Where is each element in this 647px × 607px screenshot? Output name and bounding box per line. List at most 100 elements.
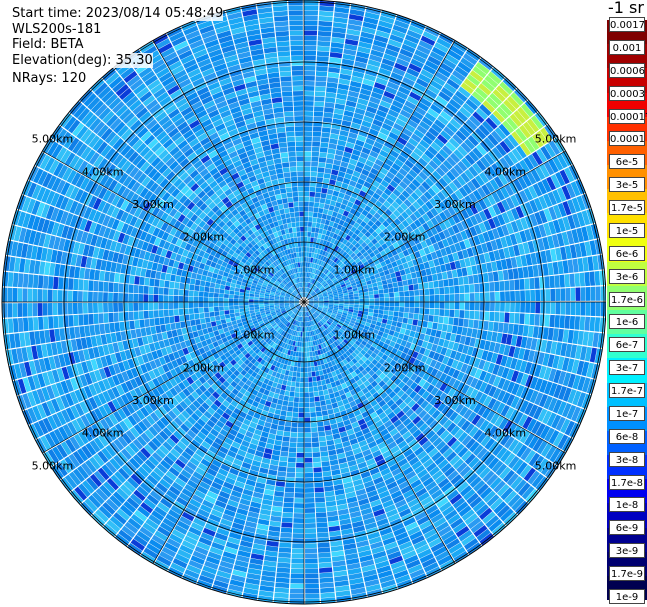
ray-bin bbox=[304, 262, 306, 267]
ray-bin bbox=[304, 40, 317, 46]
ray-bin bbox=[304, 427, 311, 433]
ray-bin bbox=[281, 446, 289, 452]
ray-bin bbox=[329, 392, 335, 399]
ray-bin bbox=[312, 258, 316, 264]
ray-bin bbox=[315, 81, 327, 87]
ray-bin bbox=[584, 272, 591, 287]
ray-bin bbox=[409, 330, 416, 338]
ray-bin bbox=[312, 452, 321, 458]
ray-bin bbox=[293, 397, 299, 403]
ray-bin bbox=[304, 20, 318, 26]
ray-bin bbox=[326, 82, 338, 89]
ray-bin bbox=[287, 401, 294, 407]
ray-bin bbox=[459, 302, 465, 310]
ray-bin bbox=[494, 281, 500, 292]
ray-bin bbox=[325, 163, 333, 169]
ray-bin bbox=[279, 389, 286, 396]
ray-bin bbox=[340, 68, 353, 76]
ray-bin bbox=[319, 152, 327, 158]
ray-bin bbox=[304, 432, 312, 438]
ray-bin bbox=[331, 244, 337, 250]
ray-bin bbox=[318, 436, 326, 442]
ray-bin bbox=[320, 456, 330, 462]
ray-bin bbox=[409, 302, 415, 308]
ray-bin bbox=[311, 146, 320, 152]
ray-bin bbox=[509, 312, 515, 324]
ray-bin bbox=[512, 324, 519, 335]
ray-bin bbox=[311, 268, 315, 274]
ray-bin bbox=[309, 191, 316, 197]
ray-bin bbox=[502, 323, 509, 334]
ray-bin bbox=[304, 226, 308, 232]
ray-bin bbox=[377, 313, 384, 319]
ray-bin bbox=[327, 77, 339, 84]
ray-bin bbox=[315, 187, 322, 193]
ray-bin bbox=[337, 171, 346, 178]
ray-bin bbox=[304, 538, 317, 544]
ray-bin bbox=[341, 198, 349, 206]
ray-bin bbox=[346, 201, 354, 208]
ray-bin bbox=[319, 577, 334, 584]
ray-bin bbox=[335, 201, 342, 208]
ray-bin bbox=[304, 70, 316, 76]
ray-bin bbox=[537, 326, 544, 339]
ray-bin bbox=[365, 137, 375, 146]
ray-bin bbox=[324, 485, 334, 492]
ray-bin bbox=[362, 21, 377, 30]
ray-bin bbox=[292, 533, 304, 539]
ray-bin bbox=[396, 90, 409, 100]
ray-bin bbox=[377, 285, 384, 290]
ray-bin bbox=[304, 257, 307, 262]
ray-bin bbox=[291, 376, 297, 382]
ray-bin bbox=[404, 100, 417, 110]
ray-bin bbox=[356, 161, 365, 169]
ray-bin bbox=[307, 221, 313, 227]
ray-bin bbox=[316, 56, 329, 62]
ray-bin bbox=[324, 490, 335, 497]
ray-bin bbox=[406, 29, 422, 40]
ray-bin bbox=[361, 83, 373, 92]
ray-bin bbox=[290, 361, 295, 367]
ray-bin bbox=[329, 57, 342, 64]
ray-bin bbox=[288, 452, 297, 458]
ray-bin bbox=[323, 480, 334, 487]
ray-bin bbox=[389, 104, 402, 114]
ray-bin bbox=[293, 523, 304, 529]
ray-bin bbox=[354, 107, 366, 116]
ray-bin bbox=[436, 272, 443, 281]
ray-bin bbox=[372, 286, 379, 291]
ray-bin bbox=[378, 309, 384, 315]
ray-bin bbox=[318, 202, 325, 209]
ray-bin bbox=[286, 467, 296, 473]
ray-bin bbox=[202, 328, 209, 335]
ray-bin bbox=[311, 161, 319, 167]
ray-bin bbox=[268, 469, 278, 476]
ray-bin bbox=[304, 523, 316, 529]
ray-bin bbox=[383, 90, 396, 100]
ray-bin bbox=[304, 442, 312, 448]
ray-bin bbox=[554, 275, 560, 288]
ray-bin bbox=[404, 329, 411, 336]
ray-bin bbox=[320, 592, 335, 599]
ray-bin bbox=[299, 342, 302, 347]
ray-bin bbox=[456, 326, 463, 335]
ray-bin bbox=[306, 277, 308, 283]
ray-bin bbox=[322, 178, 330, 184]
ray-bin bbox=[370, 167, 379, 176]
ray-bin bbox=[342, 53, 356, 61]
ray-bin bbox=[304, 377, 309, 383]
ray-bin bbox=[311, 273, 315, 279]
ray-bin bbox=[307, 262, 311, 268]
ray-bin bbox=[466, 327, 473, 337]
ray-bin bbox=[409, 296, 415, 302]
ray-bin bbox=[368, 291, 374, 295]
ray-bin bbox=[386, 43, 401, 53]
ray-bin bbox=[343, 48, 357, 56]
ray-bin bbox=[464, 293, 470, 302]
ray-bin bbox=[310, 257, 314, 263]
ray-bin bbox=[379, 149, 389, 158]
ray-bin bbox=[399, 269, 406, 276]
ray-bin bbox=[363, 308, 369, 312]
ray-bin bbox=[330, 47, 344, 54]
ray-bin bbox=[373, 141, 384, 150]
